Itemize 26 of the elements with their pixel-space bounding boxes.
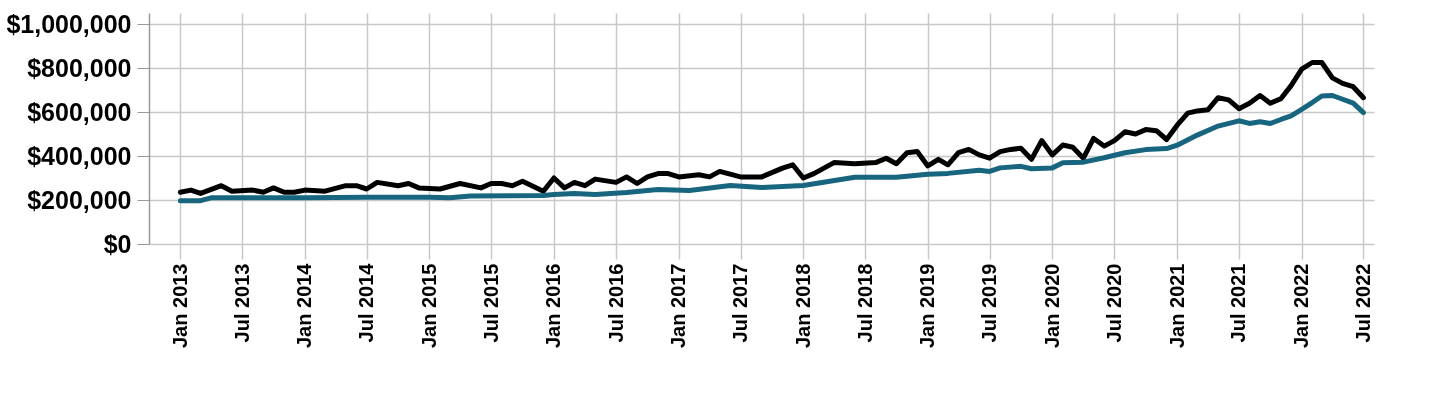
x-tick-label: Jul 2014 xyxy=(355,262,378,343)
x-tick-label: Jan 2016 xyxy=(542,263,565,349)
x-tick-label: Jul 2020 xyxy=(1102,263,1125,343)
x-tick-label: Jan 2019 xyxy=(916,263,939,349)
x-tick-label: Jul 2015 xyxy=(479,263,502,343)
y-tick-label: $0 xyxy=(103,229,132,258)
y-tick-label: $1,000,000 xyxy=(6,9,132,38)
x-tick-label: Jul 2016 xyxy=(604,263,627,343)
x-tick-label: Jul 2022 xyxy=(1351,263,1374,343)
y-tick-label: $800,000 xyxy=(27,53,132,82)
x-tick-label: Jan 2013 xyxy=(168,263,191,349)
y-tick-label: $200,000 xyxy=(27,185,132,214)
x-tick-label: Jul 2018 xyxy=(853,263,876,343)
x-tick-label: Jan 2017 xyxy=(667,263,690,349)
x-tick-label: Jan 2022 xyxy=(1290,263,1313,349)
x-tick-label: Jul 2013 xyxy=(230,263,253,343)
x-tick-label: Jan 2020 xyxy=(1040,263,1063,349)
x-tick-label: Jan 2015 xyxy=(417,263,440,349)
x-tick-label: Jul 2017 xyxy=(729,263,752,343)
x-tick-label: Jul 2019 xyxy=(978,263,1001,343)
y-tick-label: $400,000 xyxy=(27,141,132,170)
x-tick-label: Jul 2021 xyxy=(1227,263,1250,343)
x-tick-label: Jan 2014 xyxy=(293,262,316,349)
x-tick-label: Jan 2018 xyxy=(791,263,814,349)
y-tick-label: $600,000 xyxy=(27,97,132,126)
x-tick-label: Jan 2021 xyxy=(1165,263,1188,349)
